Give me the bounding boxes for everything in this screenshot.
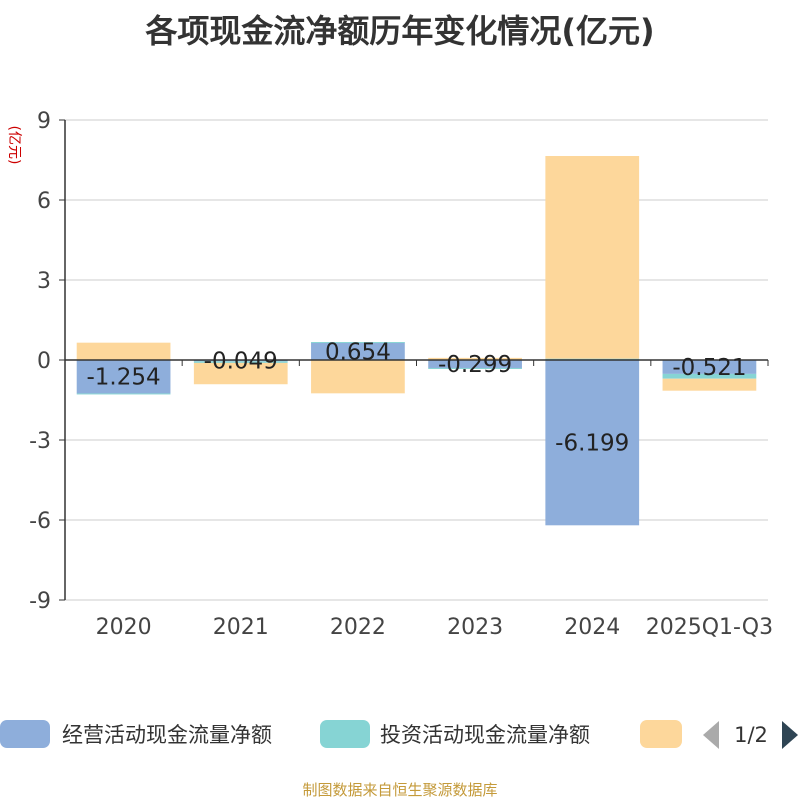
bar-1-2024: [545, 360, 640, 526]
x-tick-label: 2020: [96, 615, 152, 640]
bar-2-2022: [311, 342, 405, 344]
y-tick-label: 9: [37, 109, 51, 134]
bar-3-2022: [311, 360, 405, 394]
y-tick-label: 3: [37, 269, 51, 294]
bar-1-2023: [428, 360, 522, 368]
bar-1-2025q1-q3: [662, 360, 757, 374]
legend-page-indicator: 1/2: [734, 723, 768, 747]
x-tick-label: 2025Q1-Q3: [646, 615, 773, 640]
bar-3-2024: [545, 156, 640, 359]
data-label: -0.049: [204, 349, 278, 375]
bar-3-2021: [193, 362, 288, 385]
legend-label[interactable]: 经营活动现金流量净额: [62, 723, 272, 747]
bar-2-2020: [76, 393, 171, 395]
data-labels: -1.254 -0.049 0.654 -0.299 -6.199 -0.521: [87, 339, 747, 456]
y-tick-label: -9: [29, 589, 51, 614]
gridlines: [65, 119, 768, 601]
axes: 9 6 3 0 -3 -6 -9 2020 2021 2022 2023 2024 2025Q1-Q3: [29, 109, 773, 640]
bar-2-2021: [193, 361, 288, 363]
legend-swatch-2[interactable]: [320, 720, 370, 748]
bar-3-2023: [428, 357, 522, 360]
x-tick-label: 2021: [213, 615, 269, 640]
data-label: -0.299: [438, 352, 512, 378]
legend-next-page-icon[interactable]: [782, 721, 798, 749]
legend-label[interactable]: 投资活动现金流量净额: [380, 723, 590, 747]
y-tick-label: -6: [29, 509, 51, 534]
y-tick-label: 6: [37, 189, 51, 214]
source-note: 制图数据来自恒生聚源数据库: [302, 781, 497, 799]
legend-swatch-3[interactable]: [640, 720, 682, 748]
bar-2-2025q1-q3: [662, 373, 757, 379]
bar-1-2022: [311, 342, 405, 360]
chart-title: 各项现金流净额历年变化情况(亿元): [145, 12, 655, 50]
x-tick-label: 2024: [564, 615, 620, 640]
data-label: -6.199: [555, 431, 629, 457]
data-label: 0.654: [325, 339, 391, 365]
legend-prev-page-icon[interactable]: [703, 721, 719, 749]
bar-2-2023: [428, 367, 522, 369]
x-tick-label: 2023: [447, 615, 503, 640]
y-tick-label: -3: [29, 429, 51, 454]
legend: 经营活动现金流量净额 投资活动现金流量净额 1/2: [0, 720, 798, 749]
x-tick-label: 2022: [330, 615, 386, 640]
legend-swatch-1[interactable]: [0, 720, 50, 748]
bar-3-2025q1-q3: [662, 378, 757, 391]
bar-3-2020: [76, 342, 171, 360]
y-axis-label: (亿元): [6, 126, 22, 165]
data-label: -0.521: [672, 355, 746, 381]
data-label: -1.254: [87, 365, 161, 391]
y-tick-label: 0: [37, 349, 51, 374]
bar-1-2020: [76, 360, 171, 394]
bars: [76, 156, 757, 526]
